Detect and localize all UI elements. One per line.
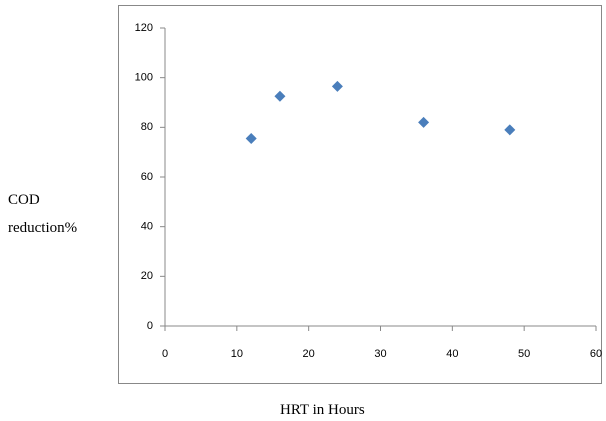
x-tick-label: 20	[303, 348, 315, 360]
y-tick-label: 100	[135, 72, 153, 84]
x-tick-label: 30	[374, 348, 386, 360]
y-tick-label: 80	[141, 121, 153, 133]
y-tick-label: 60	[141, 171, 153, 183]
y-tick-label: 20	[141, 270, 153, 282]
y-tick-label: 40	[141, 221, 153, 233]
data-point	[331, 80, 343, 92]
x-axis-title: HRT in Hours	[280, 402, 365, 418]
chart-border	[118, 5, 602, 384]
y-tick-label: 0	[147, 320, 153, 332]
data-point	[245, 133, 257, 145]
data-point	[274, 90, 286, 102]
x-tick-label: 60	[590, 348, 602, 360]
x-tick-label: 0	[162, 348, 168, 360]
y-axis-title: COD reduction%	[8, 192, 78, 236]
x-tick-label: 10	[231, 348, 243, 360]
data-point	[418, 116, 430, 128]
x-tick-label: 50	[518, 348, 530, 360]
y-tick-label: 120	[135, 22, 153, 34]
data-point	[504, 124, 516, 136]
x-tick-label: 40	[446, 348, 458, 360]
